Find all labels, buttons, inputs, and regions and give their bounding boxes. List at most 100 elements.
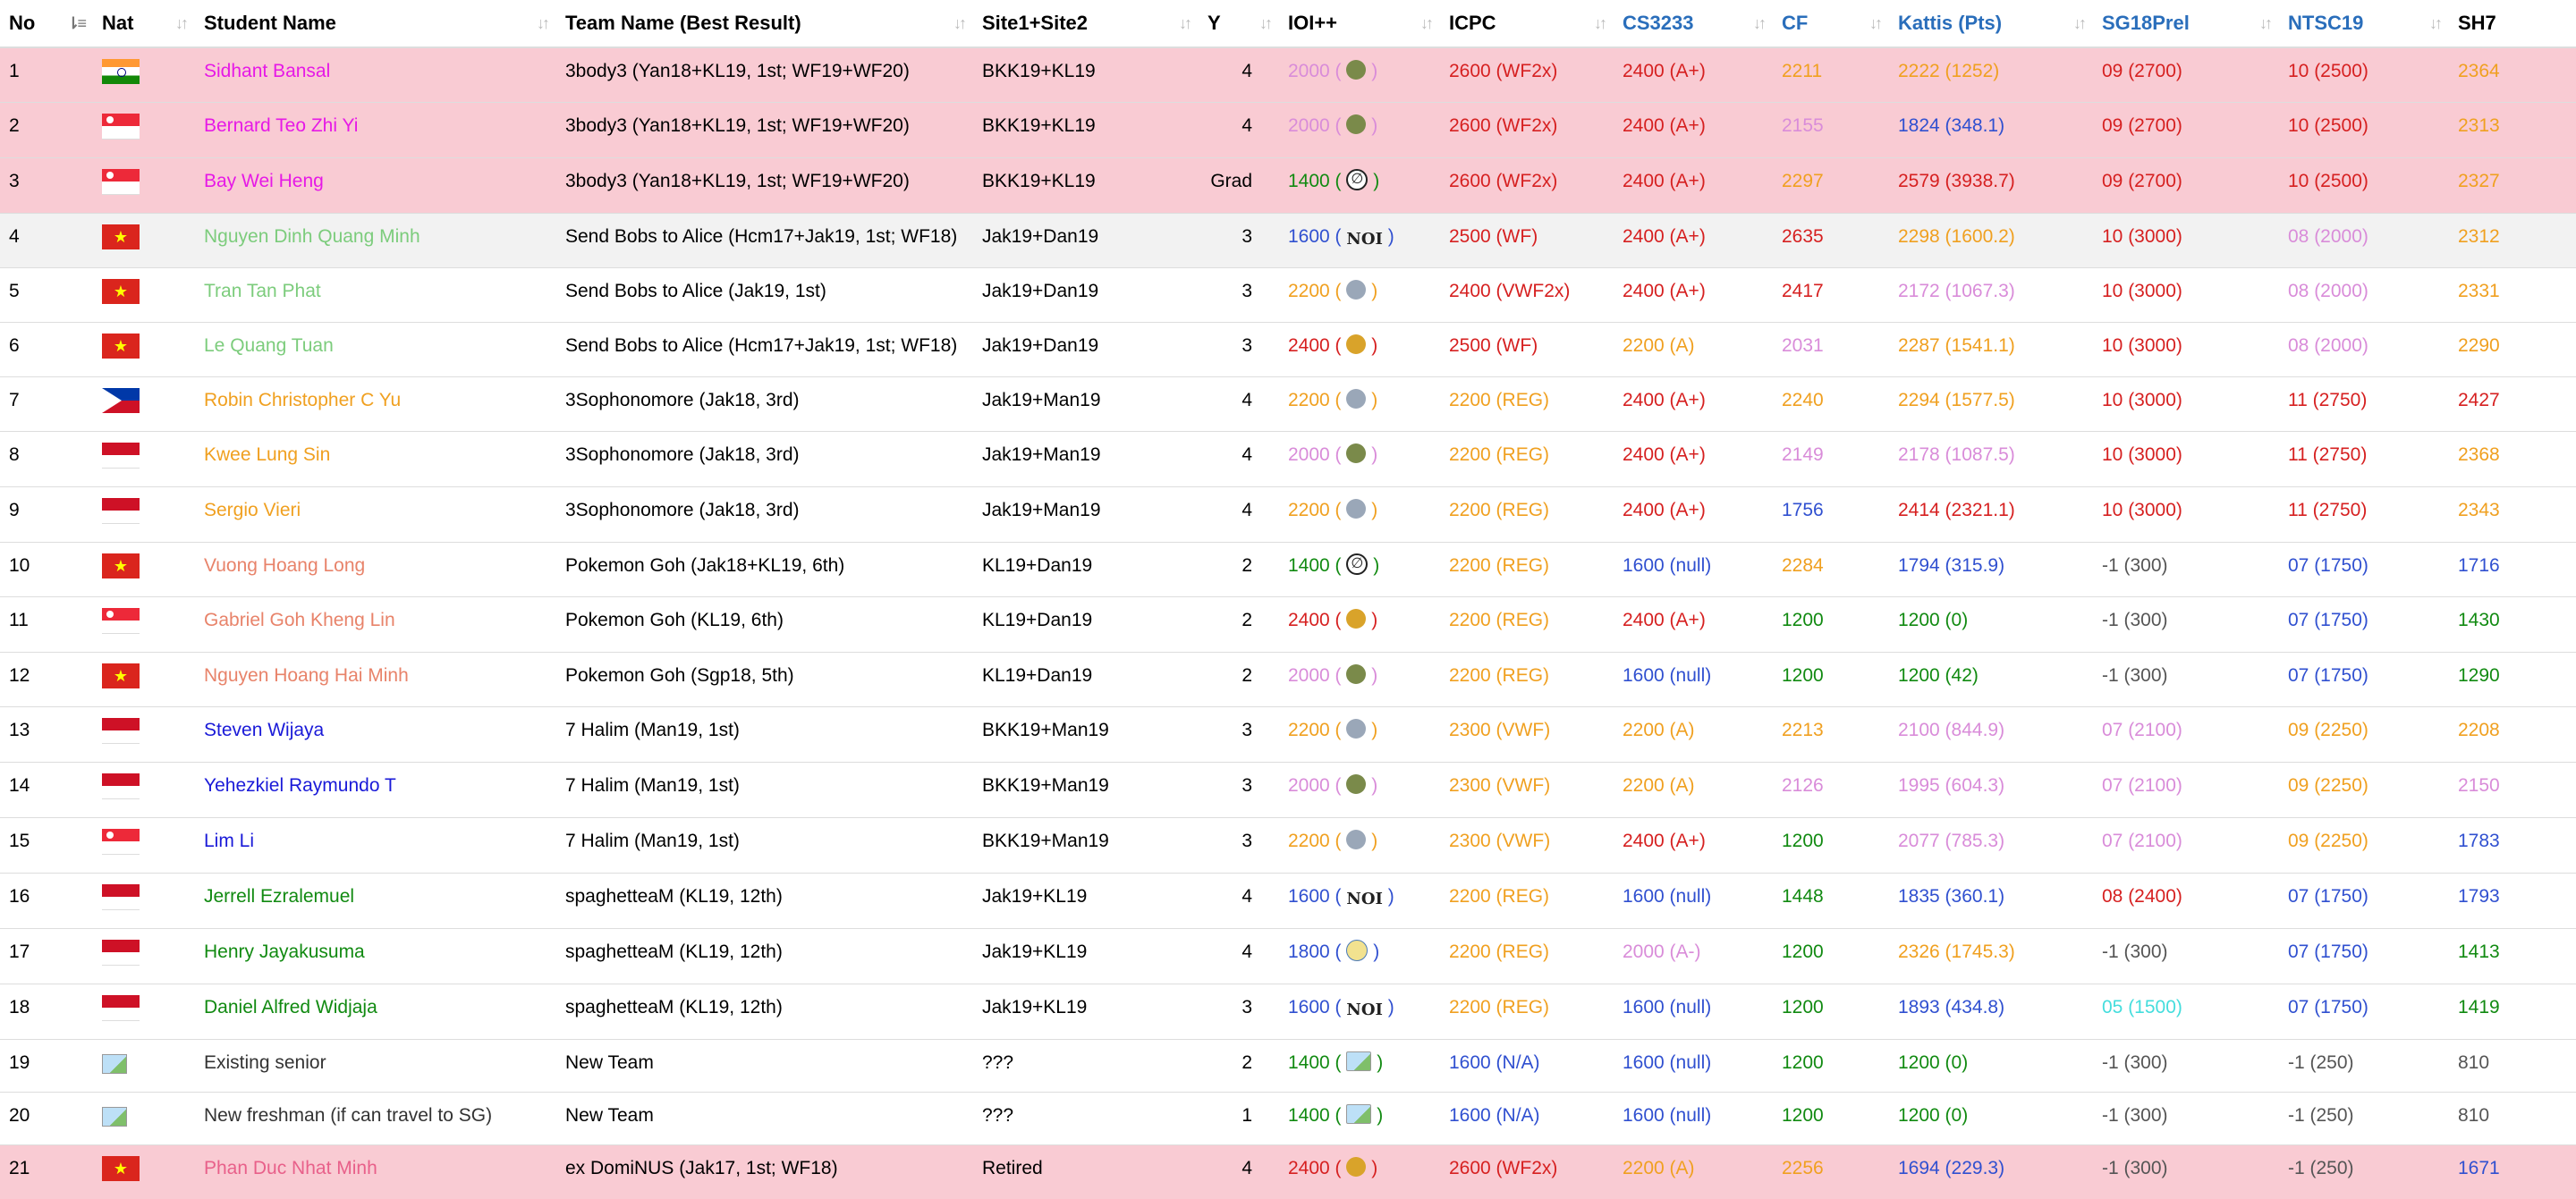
kattis-cell: 2222 (1252) xyxy=(1889,47,2093,103)
sort-icon[interactable]: ↓↑ xyxy=(1869,14,1880,33)
column-header-sg18prel[interactable]: SG18Prel↓↑ xyxy=(2093,0,2279,47)
ioi-cell: 2000 ( ) xyxy=(1279,763,1440,818)
ntsc19-cell: 11 (2750) xyxy=(2279,432,2449,487)
table-row: 6 ★ Le Quang Tuan Send Bobs to Alice (Hc… xyxy=(0,323,2576,377)
sg18prel-cell: -1 (300) xyxy=(2093,1040,2279,1093)
student-name: Tran Tan Phat xyxy=(195,268,556,323)
icpc-cell: 2600 (WF2x) xyxy=(1440,158,1614,214)
team-name: 3body3 (Yan18+KL19, 1st; WF19+WF20) xyxy=(556,103,973,158)
nationality-cell: ★ xyxy=(93,1145,195,1199)
column-header-site[interactable]: Site1+Site2↓↑ xyxy=(973,0,1199,47)
sort-icon[interactable]: ↓↑ xyxy=(1179,14,1190,33)
column-header-icpc[interactable]: ICPC↓↑ xyxy=(1440,0,1614,47)
sort-icon[interactable]: ↓↑ xyxy=(953,14,964,33)
nationality-cell xyxy=(93,1093,195,1145)
sg18prel-cell: 07 (2100) xyxy=(2093,707,2279,763)
bronze-medal-icon xyxy=(1346,664,1366,684)
column-header-ioi[interactable]: IOI++↓↑ xyxy=(1279,0,1440,47)
cf-cell: 1756 xyxy=(1773,487,1889,543)
ioi-cell: 1600 ( NOI ) xyxy=(1279,984,1440,1040)
icpc-cell: 2400 (VWF2x) xyxy=(1440,268,1614,323)
sort-icon[interactable]: ↓↑ xyxy=(1259,14,1270,33)
sg18prel-cell: 10 (3000) xyxy=(2093,323,2279,377)
year-cell: 4 xyxy=(1199,874,1279,929)
sort-icon[interactable]: ↓↑ xyxy=(1594,14,1605,33)
sh7-cell: 1793 xyxy=(2449,874,2576,929)
sh7-cell: 1783 xyxy=(2449,818,2576,874)
sg18prel-cell: 07 (2100) xyxy=(2093,818,2279,874)
sort-icon[interactable]: ↓↑ xyxy=(2429,14,2440,33)
column-header-sh7[interactable]: SH7 xyxy=(2449,0,2576,47)
silver-medal-icon xyxy=(1346,389,1366,409)
table-row: 18 Daniel Alfred Widjaja spaghetteaM (KL… xyxy=(0,984,2576,1040)
kattis-cell: 1824 (348.1) xyxy=(1889,103,2093,158)
silver-medal-icon xyxy=(1346,830,1366,849)
student-name: Lim Li xyxy=(195,818,556,874)
sort-active-icon[interactable]: ⇂≡ xyxy=(66,14,84,33)
ntsc19-cell: 09 (2250) xyxy=(2279,818,2449,874)
ntsc19-cell: 10 (2500) xyxy=(2279,103,2449,158)
table-row: 5 ★ Tran Tan Phat Send Bobs to Alice (Ja… xyxy=(0,268,2576,323)
column-header-name[interactable]: Student Name↓↑ xyxy=(195,0,556,47)
indonesia-flag-icon xyxy=(102,718,140,744)
table-body: 1 Sidhant Bansal 3body3 (Yan18+KL19, 1st… xyxy=(0,47,2576,1199)
cf-cell: 1200 xyxy=(1773,1093,1889,1145)
broken-image-icon xyxy=(1346,1104,1371,1124)
cs3233-cell: 2400 (A+) xyxy=(1614,377,1773,432)
cs3233-cell: 1600 (null) xyxy=(1614,653,1773,707)
ntsc19-cell: 07 (1750) xyxy=(2279,874,2449,929)
silver-medal-icon xyxy=(1346,719,1366,739)
sort-icon[interactable]: ↓↑ xyxy=(537,14,547,33)
icpc-cell: 2200 (REG) xyxy=(1440,984,1614,1040)
no-medal-icon: ∅ xyxy=(1346,169,1368,190)
ntsc19-cell: 08 (2000) xyxy=(2279,214,2449,268)
student-name: Henry Jayakusuma xyxy=(195,929,556,984)
column-header-kattis[interactable]: Kattis (Pts)↓↑ xyxy=(1889,0,2093,47)
sg18prel-cell: -1 (300) xyxy=(2093,1093,2279,1145)
sort-icon[interactable]: ↓↑ xyxy=(175,14,186,33)
sort-icon[interactable]: ↓↑ xyxy=(2073,14,2084,33)
year-cell: 4 xyxy=(1199,47,1279,103)
sort-icon[interactable]: ↓↑ xyxy=(1753,14,1764,33)
ioi-cell: 2200 ( ) xyxy=(1279,268,1440,323)
ntsc19-cell: 10 (2500) xyxy=(2279,47,2449,103)
sort-icon[interactable]: ↓↑ xyxy=(1420,14,1431,33)
sort-icon[interactable]: ↓↑ xyxy=(2259,14,2270,33)
student-name: Existing senior xyxy=(195,1040,556,1093)
column-header-ntsc19[interactable]: NTSC19↓↑ xyxy=(2279,0,2449,47)
icpc-cell: 2300 (VWF) xyxy=(1440,763,1614,818)
ioi-cell: 1400 ( ∅ ) xyxy=(1279,543,1440,597)
year-cell: 2 xyxy=(1199,597,1279,653)
column-header-no[interactable]: No⇂≡ xyxy=(0,0,93,47)
ntsc19-cell: 07 (1750) xyxy=(2279,929,2449,984)
ioi-cell: 1400 ( ) xyxy=(1279,1040,1440,1093)
kattis-cell: 1995 (604.3) xyxy=(1889,763,2093,818)
team-name: Pokemon Goh (KL19, 6th) xyxy=(556,597,973,653)
team-name: New Team xyxy=(556,1040,973,1093)
ioi-cell: 1600 ( NOI ) xyxy=(1279,874,1440,929)
kattis-cell: 2100 (844.9) xyxy=(1889,707,2093,763)
row-number: 17 xyxy=(0,929,93,984)
cf-cell: 1200 xyxy=(1773,1040,1889,1093)
ioi-value: 2000 xyxy=(1288,775,1330,796)
ioi-cell: 2000 ( ) xyxy=(1279,103,1440,158)
ntsc19-cell: -1 (250) xyxy=(2279,1093,2449,1145)
sg18prel-cell: 08 (2400) xyxy=(2093,874,2279,929)
column-header-cs3233[interactable]: CS3233↓↑ xyxy=(1614,0,1773,47)
column-header-team[interactable]: Team Name (Best Result)↓↑ xyxy=(556,0,973,47)
table-row: 20 New freshman (if can travel to SG) Ne… xyxy=(0,1093,2576,1145)
nationality-cell: ★ xyxy=(93,543,195,597)
student-name: Sidhant Bansal xyxy=(195,47,556,103)
column-header-y[interactable]: Y↓↑ xyxy=(1199,0,1279,47)
student-name: Nguyen Dinh Quang Minh xyxy=(195,214,556,268)
ioi-value: 1600 xyxy=(1288,886,1330,907)
cs3233-cell: 2200 (A) xyxy=(1614,323,1773,377)
column-header-cf[interactable]: CF↓↑ xyxy=(1773,0,1889,47)
column-header-nat[interactable]: Nat↓↑ xyxy=(93,0,195,47)
vietnam-flag-icon: ★ xyxy=(102,553,140,578)
broken-image-icon xyxy=(102,1054,127,1074)
sg18prel-cell: 05 (1500) xyxy=(2093,984,2279,1040)
kattis-cell: 2326 (1745.3) xyxy=(1889,929,2093,984)
nationality-cell xyxy=(93,874,195,929)
table-row: 21 ★ Phan Duc Nhat Minh ex DomiNUS (Jak1… xyxy=(0,1145,2576,1199)
